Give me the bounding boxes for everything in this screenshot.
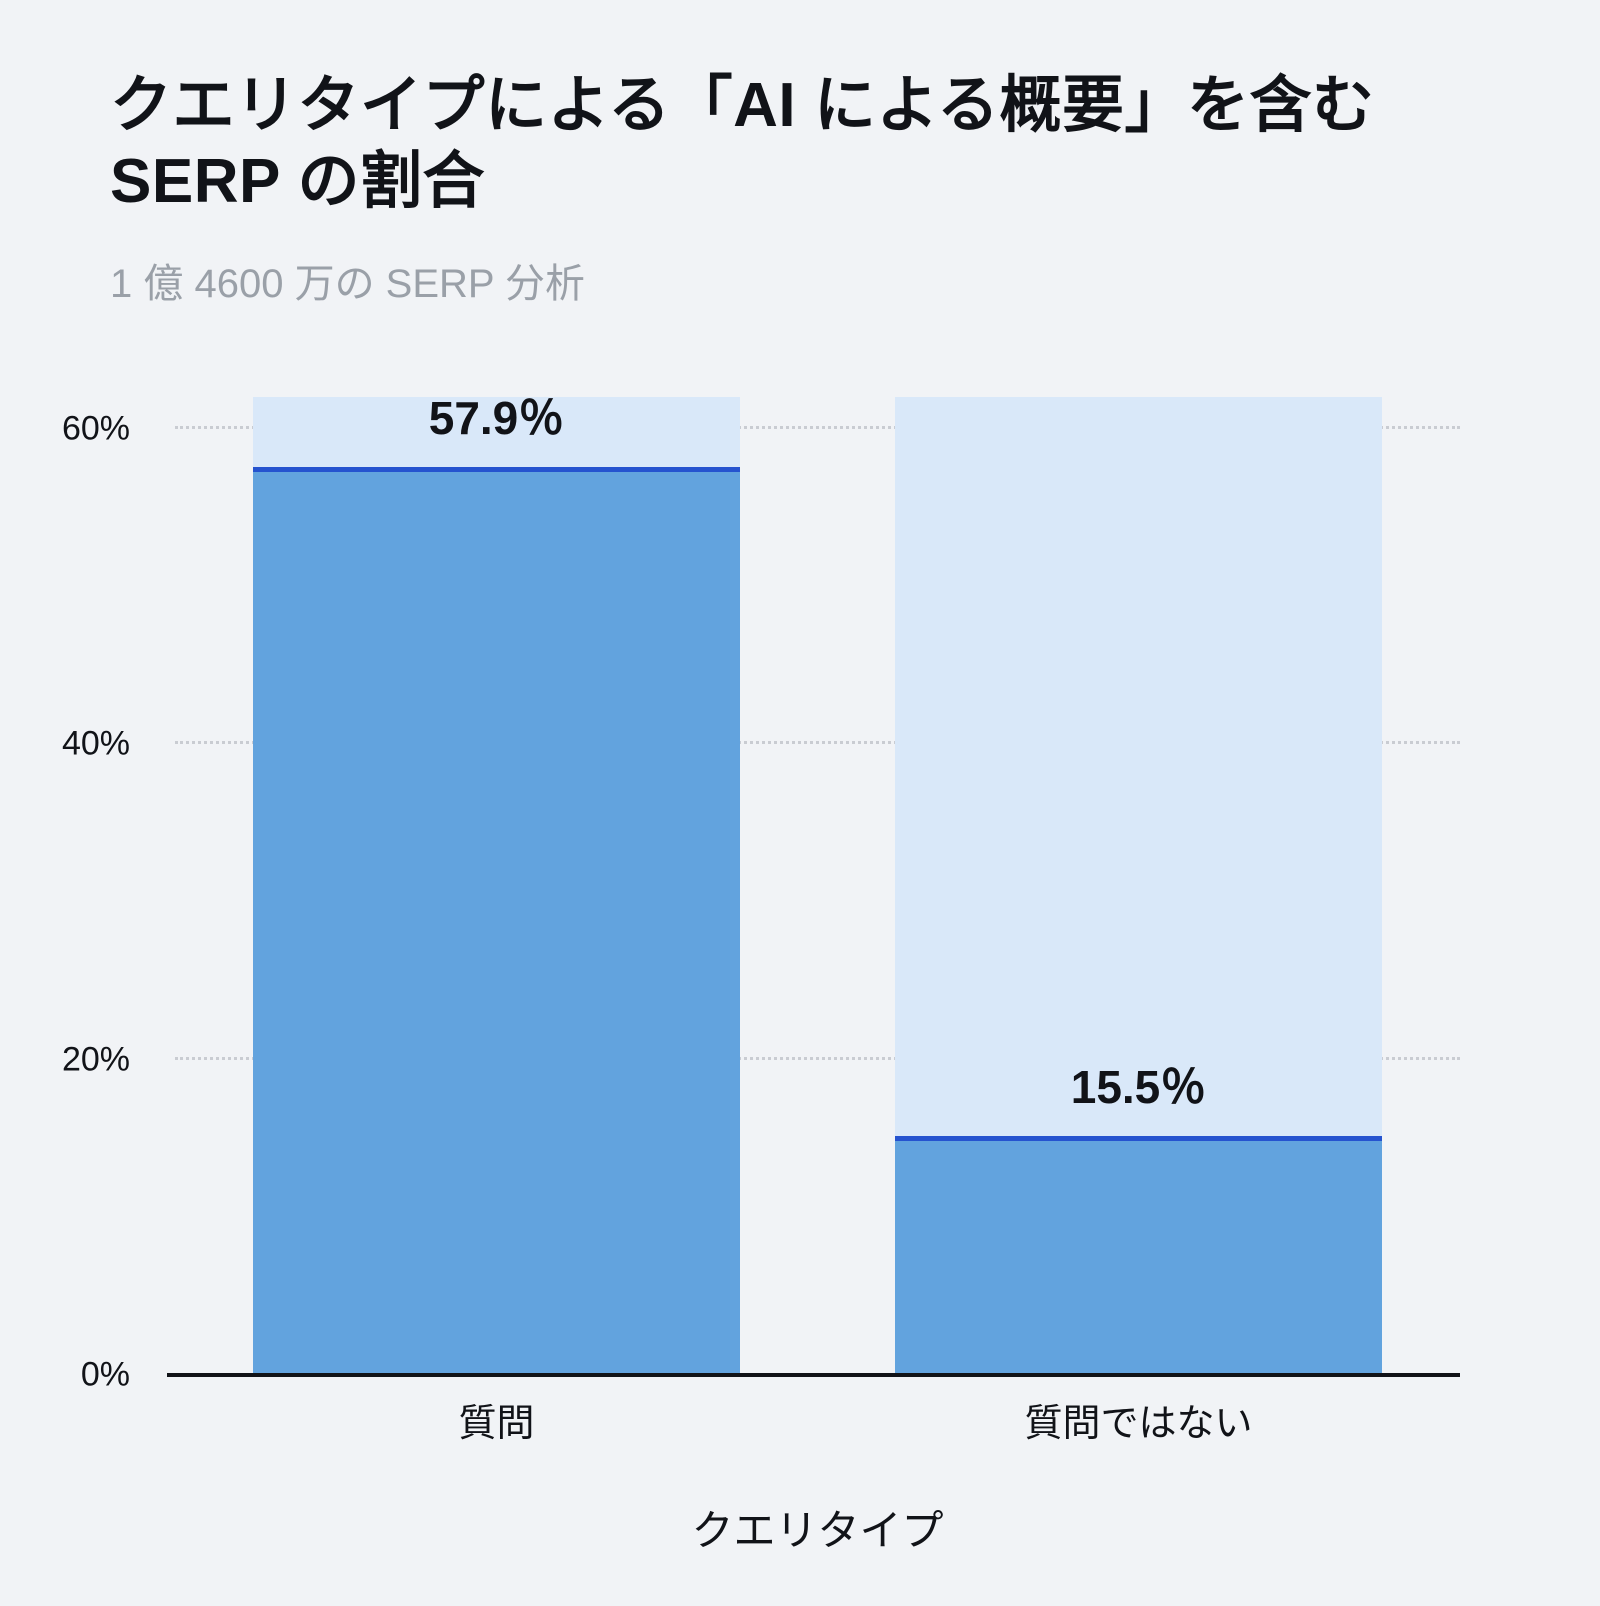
chart-title: クエリタイプによる「AI による概要」を含む SERP の割合	[110, 71, 1375, 216]
chart-subtitle: 1 億 4600 万の SERP 分析	[110, 262, 585, 307]
bar-fill	[253, 466, 740, 1376]
plot-area: 0% 20% 40% 60% 57.9％ 質問 15.5％ 質問ではない	[62, 392, 1460, 1445]
bars-container: 57.9％ 質問 15.5％ 質問ではない	[175, 392, 1460, 1445]
y-tick-label-0: 0%	[80, 1355, 130, 1394]
gridline-40	[175, 741, 1460, 745]
bar-value-label: 15.5％	[1070, 1060, 1207, 1113]
chart-header: クエリタイプによる「AI による概要」を含む SERP の割合 1 億 4600…	[0, 0, 1600, 309]
x-axis-line	[167, 1373, 1460, 1378]
y-tick-label-40: 40%	[61, 724, 130, 763]
gridline-20	[175, 1056, 1460, 1060]
y-axis-labels: 0% 20% 40% 60%	[0, 397, 150, 1393]
chart-area: 0% 20% 40% 60% 57.9％ 質問 15.5％ 質問ではない クエリタイプ	[62, 392, 1460, 1558]
x-axis-title: クエリタイプ	[691, 1507, 944, 1555]
x-tick-label: 質問	[458, 1403, 535, 1446]
x-tick-label: 質問ではない	[1024, 1403, 1253, 1446]
y-tick-label-60: 60%	[61, 409, 130, 448]
bar-fill	[895, 1135, 1382, 1376]
bar-value-label: 57.9％	[428, 391, 565, 444]
bar-column-2: 15.5％ 質問ではない	[895, 397, 1382, 1445]
gridline-60	[175, 425, 1460, 429]
y-tick-label-20: 20%	[61, 1040, 130, 1079]
bar-column-1: 57.9％ 質問	[253, 392, 740, 1445]
